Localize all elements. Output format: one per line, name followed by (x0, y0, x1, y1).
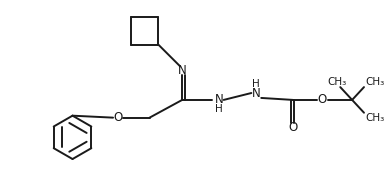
Text: N: N (252, 86, 261, 99)
Text: O: O (113, 111, 123, 124)
Text: O: O (318, 93, 327, 106)
Text: N: N (215, 93, 223, 106)
Text: H: H (215, 104, 223, 114)
Text: CH₃: CH₃ (365, 77, 385, 87)
Text: CH₃: CH₃ (328, 77, 347, 87)
Text: N: N (178, 64, 187, 77)
Text: O: O (288, 121, 298, 134)
Text: H: H (253, 79, 260, 89)
Text: CH₃: CH₃ (365, 113, 385, 123)
